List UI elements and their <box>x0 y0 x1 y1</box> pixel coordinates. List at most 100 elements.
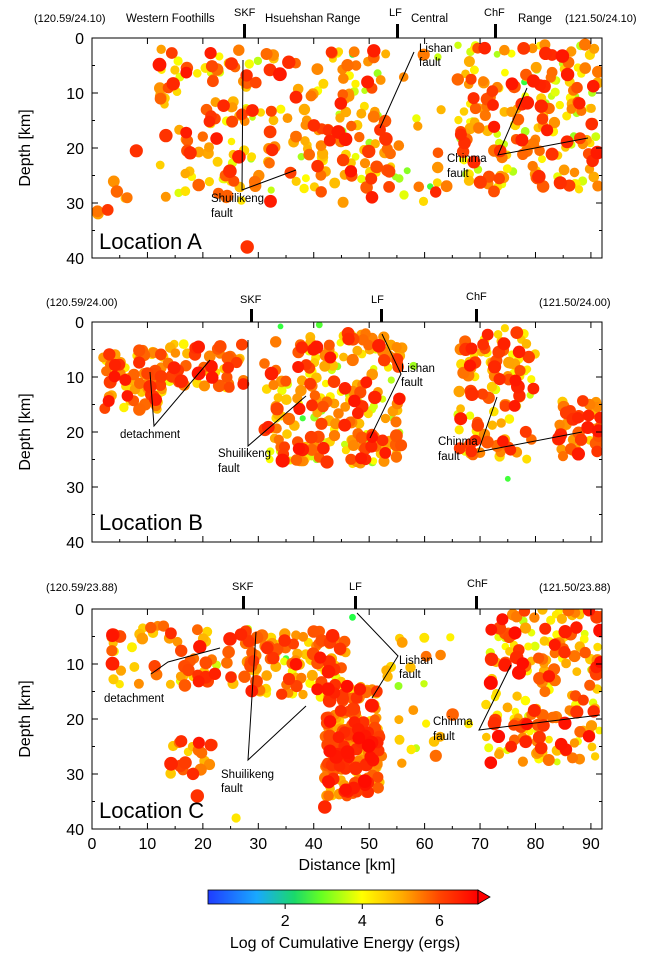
panel-a-y-tick-labels: 0 10 20 30 40 <box>66 31 84 268</box>
earthquake-point <box>553 176 567 190</box>
earthquake-point <box>436 105 446 115</box>
earthquake-point <box>348 394 361 408</box>
earthquake-point <box>165 47 178 59</box>
earthquake-point <box>363 339 374 351</box>
earthquake-point <box>568 650 581 663</box>
earthquake-point <box>569 167 580 178</box>
earthquake-point <box>527 375 536 384</box>
earthquake-point <box>582 730 596 743</box>
earthquake-point <box>469 102 482 115</box>
earthquake-point <box>435 649 446 661</box>
earthquake-point <box>339 352 348 362</box>
earthquake-point <box>259 358 270 369</box>
earthquake-point <box>483 675 498 690</box>
earthquake-point <box>170 348 181 358</box>
y-tick-label: 30 <box>66 767 84 784</box>
earthquake-point <box>290 454 303 466</box>
earthquake-point <box>338 382 352 395</box>
earthquake-point <box>361 75 375 89</box>
earthquake-point <box>291 176 301 186</box>
earthquake-point <box>145 621 157 634</box>
earthquake-point <box>454 41 462 49</box>
earthquake-point <box>192 178 205 192</box>
earthquake-point <box>306 443 318 456</box>
earthquake-point <box>577 694 589 706</box>
earthquake-point <box>482 732 491 742</box>
earthquake-point <box>405 662 416 673</box>
earthquake-point <box>394 734 405 745</box>
earthquake-point <box>346 120 357 132</box>
earthquake-point <box>434 53 442 61</box>
earthquake-point <box>515 133 529 147</box>
panel-a-shuilikeng-label: Shuilikeng <box>211 193 264 205</box>
earthquake-point <box>133 403 146 416</box>
panel-c-chf-tick <box>475 596 478 609</box>
earthquake-point <box>280 657 289 666</box>
earthquake-point <box>276 104 286 114</box>
earthquake-point <box>522 350 535 364</box>
panel-a-lishan-label: Lishan <box>419 43 453 55</box>
earthquake-point <box>199 656 213 670</box>
earthquake-point <box>193 69 202 78</box>
y-tick-label: 10 <box>66 86 84 103</box>
earthquake-point <box>398 72 409 82</box>
earthquake-point <box>587 742 597 752</box>
earthquake-point <box>579 646 591 659</box>
earthquake-point <box>225 57 238 71</box>
earthquake-point <box>364 698 379 713</box>
earthquake-point <box>477 388 489 400</box>
earthquake-point <box>180 66 193 79</box>
earthquake-point <box>587 79 600 93</box>
earthquake-point <box>328 430 341 442</box>
panel-c-ylabel: Depth [km] <box>17 680 34 757</box>
earthquake-point <box>512 113 525 126</box>
earthquake-point <box>334 97 348 110</box>
earthquake-point <box>102 395 115 407</box>
earthquake-point <box>562 609 575 617</box>
earthquake-point <box>323 729 336 743</box>
earthquake-point <box>510 611 523 623</box>
y-tick-label: 0 <box>75 602 84 619</box>
earthquake-point <box>487 420 497 430</box>
earthquake-point <box>520 695 531 706</box>
panel-b-points <box>98 322 602 482</box>
earthquake-point <box>569 738 580 748</box>
earthquake-point <box>454 412 468 426</box>
earthquake-point <box>370 685 383 698</box>
y-tick-label: 0 <box>75 31 84 48</box>
earthquake-point <box>493 50 501 58</box>
earthquake-point <box>167 361 181 375</box>
earthquake-point <box>292 442 305 455</box>
earthquake-point <box>265 455 274 464</box>
earthquake-point <box>136 632 149 645</box>
earthquake-point <box>320 455 334 469</box>
earthquake-point <box>554 419 565 430</box>
panel-c-right-coord: (121.50/23.88) <box>539 582 611 594</box>
panel-c-shuilikeng-label: Shuilikeng <box>221 769 274 781</box>
earthquake-point <box>336 338 345 347</box>
panel-a-skf-label: SKF <box>234 7 256 19</box>
earthquake-point <box>365 172 378 185</box>
earthquake-point <box>484 743 494 753</box>
earthquake-point <box>321 379 330 388</box>
earthquake-point <box>165 627 177 640</box>
earthquake-point <box>368 390 382 405</box>
earthquake-point <box>298 689 308 700</box>
earthquake-point <box>231 813 241 823</box>
earthquake-point <box>233 44 245 56</box>
earthquake-point <box>223 164 237 178</box>
earthquake-point <box>554 737 568 751</box>
earthquake-point <box>399 190 409 200</box>
earthquake-point <box>212 156 223 167</box>
earthquake-point <box>275 453 290 468</box>
earthquake-point <box>465 73 477 85</box>
panel-b-shuilikeng-fault-lines <box>247 340 307 448</box>
earthquake-point <box>165 679 175 689</box>
earthquake-point <box>315 140 327 152</box>
earthquake-point <box>519 622 532 634</box>
earthquake-point <box>282 55 296 69</box>
earthquake-point <box>299 415 306 422</box>
earthquake-point <box>574 433 588 446</box>
earthquake-point <box>157 620 170 632</box>
earthquake-point <box>579 38 592 51</box>
